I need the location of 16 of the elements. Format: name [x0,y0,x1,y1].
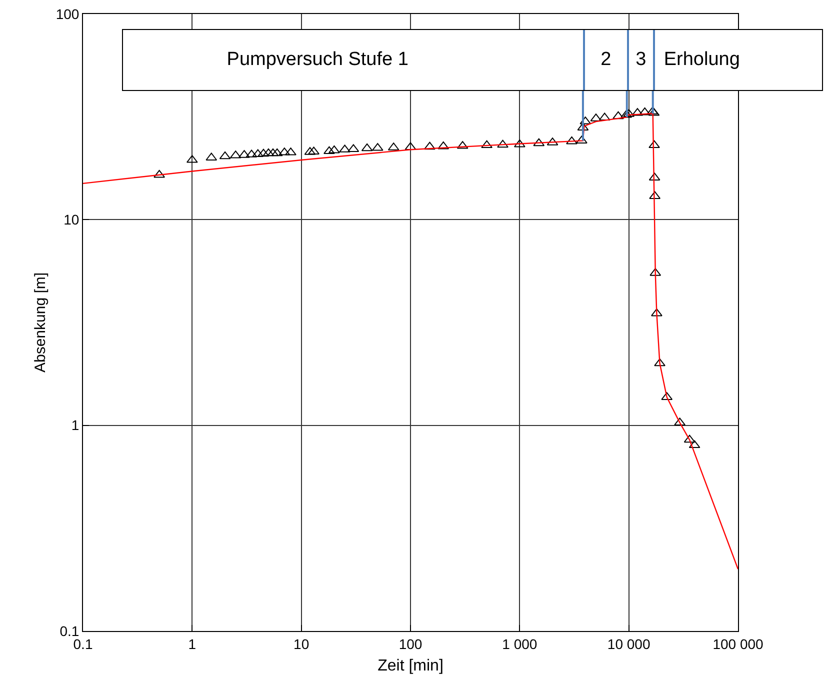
y-tick-label: 10 [64,212,80,228]
annotation: Pumpversuch Stufe 1 [226,49,408,72]
y-axis-title: Absenkung [m] [32,272,50,373]
x-tick-label: 10 000 [607,636,650,652]
annotation: 2 [600,49,612,72]
y-tick-label: 1 [71,417,80,434]
y-tick-label: 100 [56,6,80,22]
annotation: Erholung [664,49,740,72]
x-tick-label: 10 [294,636,310,652]
x-axis-title: Zeit [min] [378,658,444,674]
x-tick-label: 100 [398,636,422,652]
x-tick-label: 100 000 [712,636,764,652]
x-tick-label: 1 [188,636,196,652]
annotation: 3 [636,49,646,72]
x-tick-label: 1 000 [502,636,538,652]
y-tick-label: 0.1 [60,622,80,639]
